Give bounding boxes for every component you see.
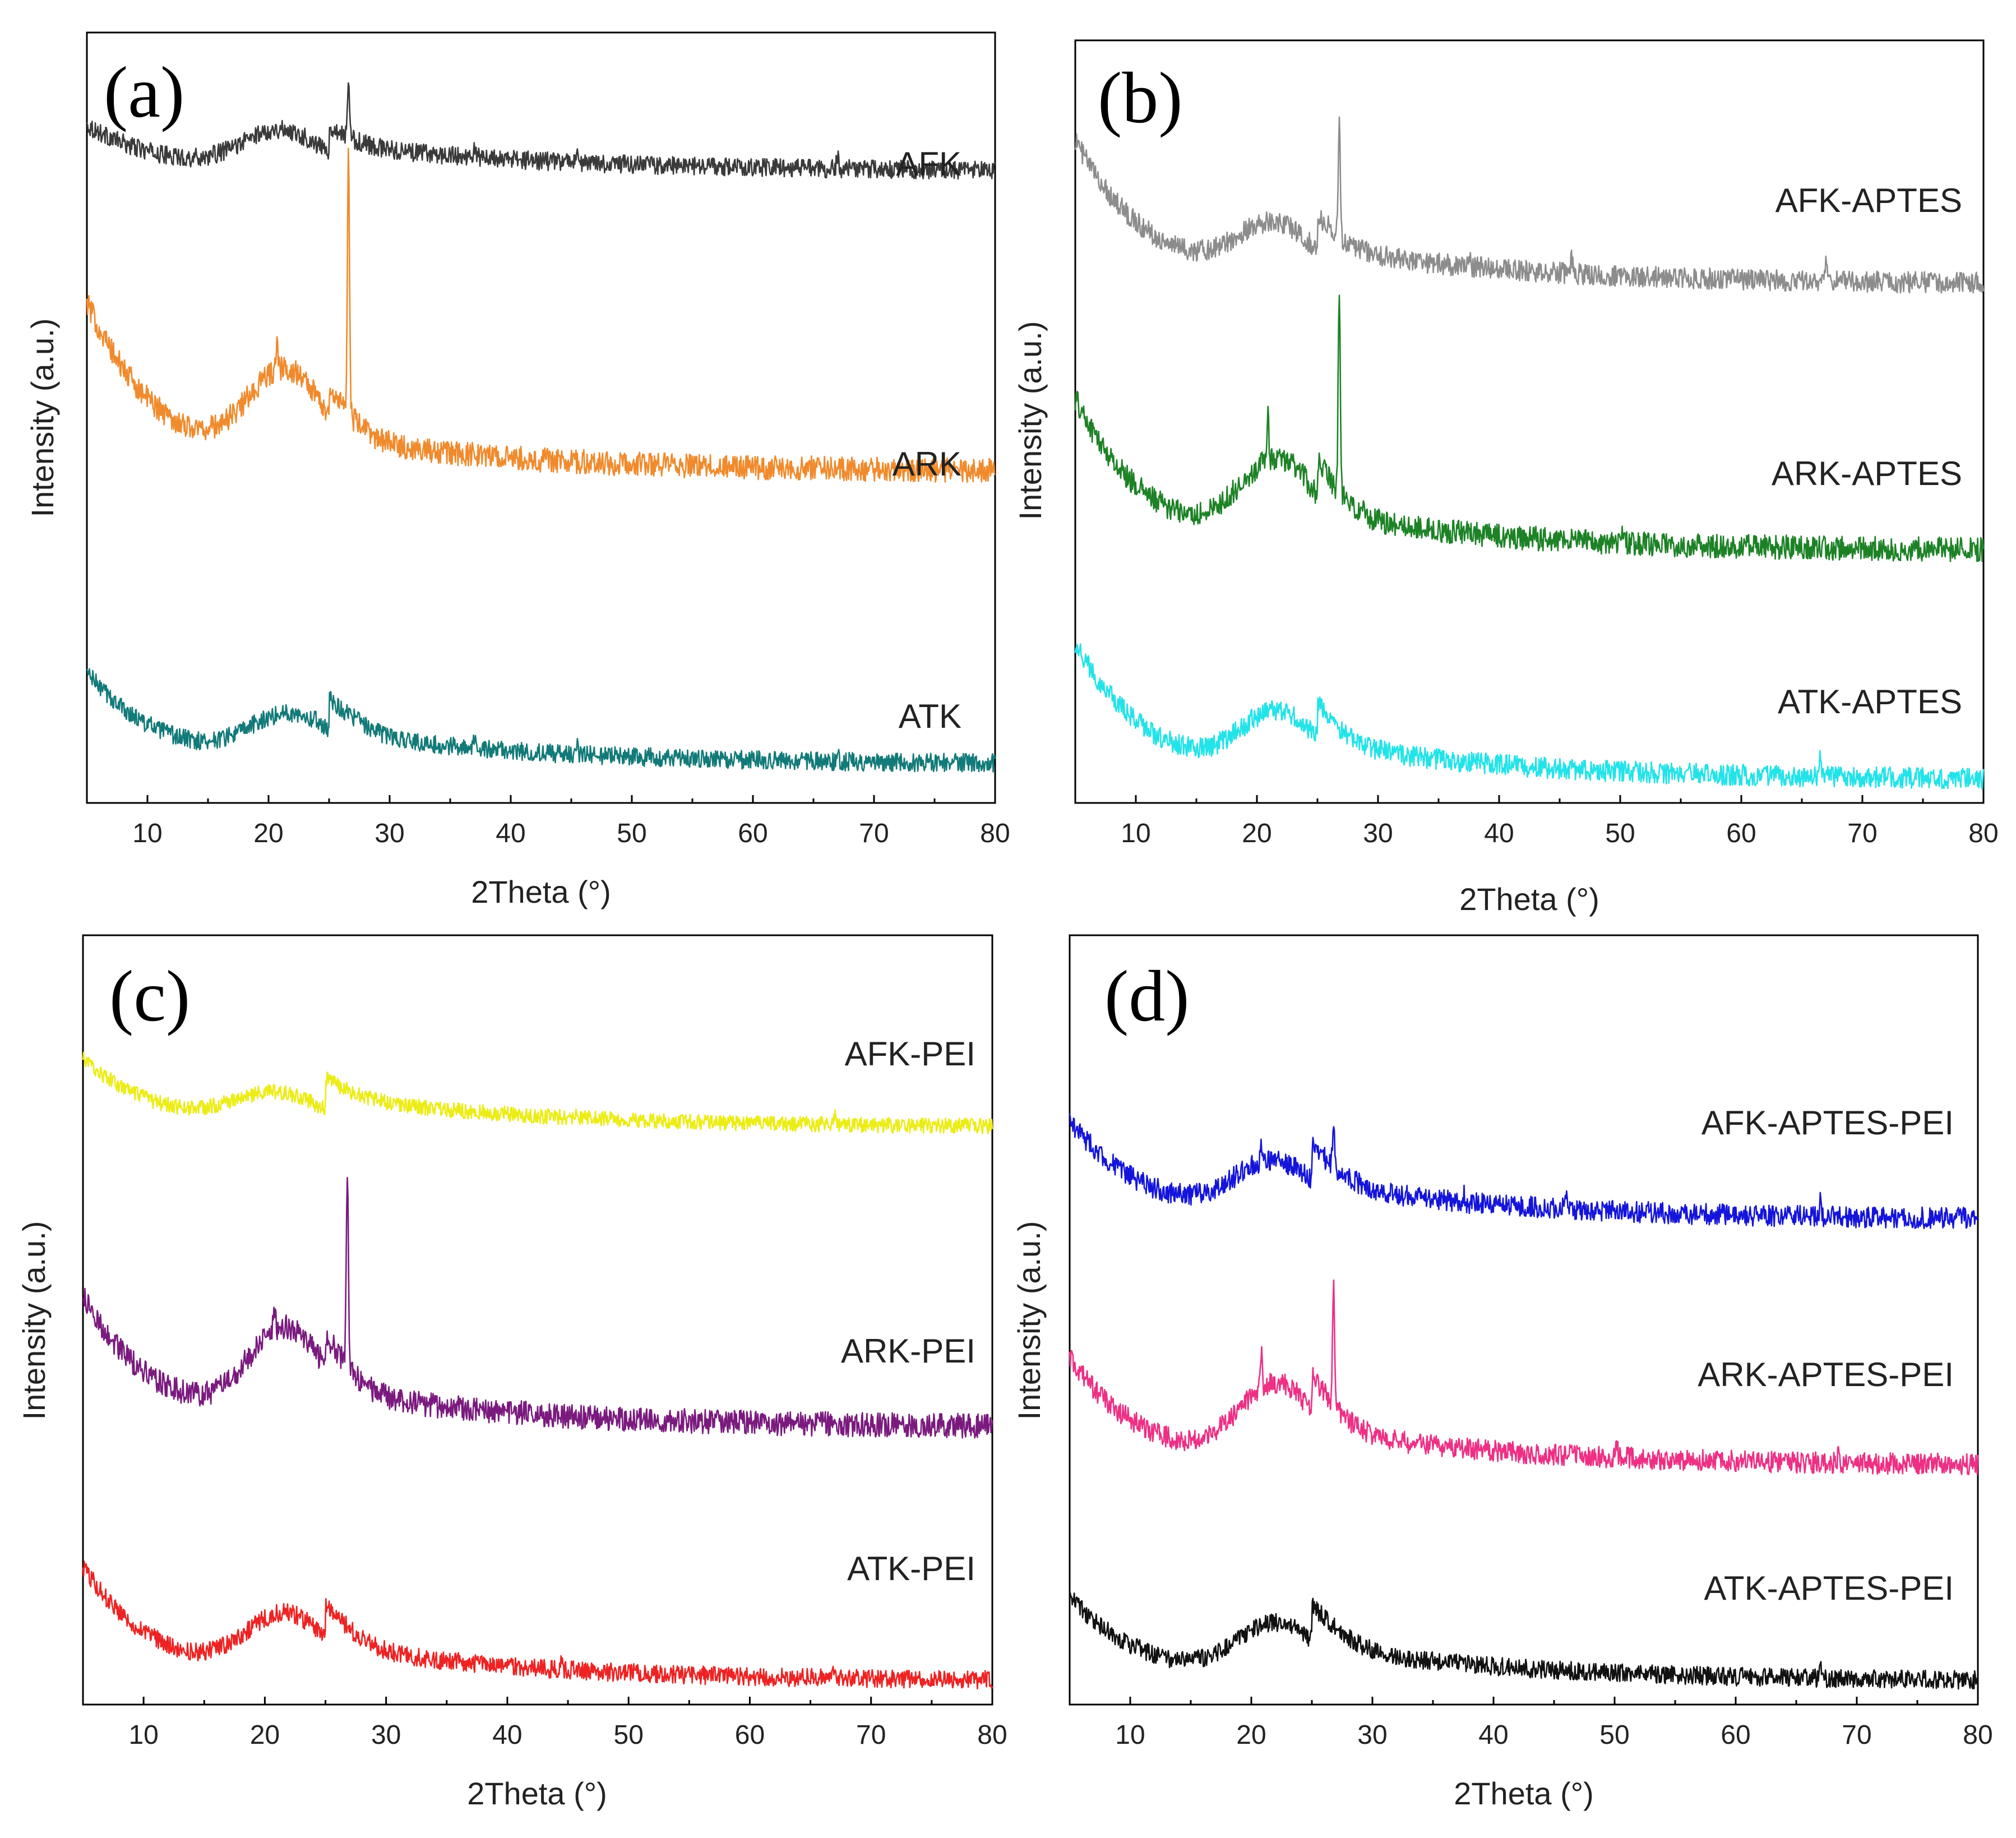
panel-c-label: (c): [109, 956, 190, 1037]
x-tick-label: 50: [1605, 819, 1635, 848]
panel-c-frame: [82, 934, 993, 1706]
series-label-afk-aptes-pei: AFK-APTES-PEI: [1701, 1104, 1954, 1142]
x-tick-label: 40: [1484, 819, 1514, 848]
x-tick-label: 80: [977, 1720, 1007, 1750]
panel-c-legend: AFK-PEI ARK-PEI ATK-PEI: [841, 1035, 975, 1587]
x-tick-label: 80: [1963, 1720, 1992, 1750]
panel-a-frame: [86, 31, 996, 804]
panel-d-label: (d): [1104, 956, 1190, 1037]
series-line-atk-pei: [82, 1560, 993, 1690]
x-tick-label: 70: [1847, 819, 1877, 848]
panel-b-frame: [1074, 39, 1985, 804]
x-tick-label: 50: [614, 1720, 644, 1750]
series-line-atk: [86, 668, 996, 773]
x-tick-label: 50: [617, 819, 646, 848]
panel-a-xlabel: 2Theta (°): [471, 874, 611, 909]
x-tick-label: 60: [1726, 819, 1756, 848]
panel-c-traces: [82, 1051, 993, 1690]
x-tick-label: 10: [128, 1720, 158, 1750]
panel-b-xlabel: 2Theta (°): [1459, 881, 1599, 917]
x-tick-label: 40: [492, 1720, 522, 1750]
series-line-afk-aptes: [1074, 116, 1985, 294]
panel-d-ylabel: Intensity (a.u.): [1011, 1221, 1047, 1420]
x-tick-label: 60: [1721, 1720, 1750, 1750]
series-label-atk: ATK: [899, 698, 961, 735]
series-label-atk-aptes-pei: ATK-APTES-PEI: [1704, 1569, 1954, 1607]
series-label-ark-aptes-pei: ARK-APTES-PEI: [1698, 1356, 1954, 1393]
panel-a-traces: [86, 82, 996, 773]
panel-a-ticks: 10 20 30 40 50 60 70 80: [86, 795, 1010, 848]
panel-c-ticks: 10 20 30 40 50 60 70 80: [82, 1697, 1007, 1750]
x-tick-label: 60: [738, 819, 767, 848]
panel-d-traces: [1069, 1113, 1979, 1690]
series-line-ark-aptes: [1074, 294, 1985, 562]
x-tick-label: 30: [374, 819, 404, 848]
series-line-ark-aptes-pei: [1069, 1279, 1979, 1475]
panel-c: (c) 2Theta (°) Intensity (a.u.) 10 20 30 40…: [16, 934, 1007, 1811]
series-label-afk-aptes: AFK-APTES: [1775, 182, 1962, 219]
panel-b-legend: AFK-APTES ARK-APTES ATK-APTES: [1772, 182, 1962, 721]
series-line-atk-aptes: [1074, 643, 1985, 790]
panel-d: (d) 2Theta (°) Intensity (a.u.) 10 20 30 40…: [1011, 934, 1993, 1811]
panel-a-ylabel: Intensity (a.u.): [25, 318, 60, 518]
x-tick-label: 70: [1842, 1720, 1871, 1750]
series-label-atk-pei: ATK-PEI: [847, 1550, 975, 1587]
x-tick-label: 10: [1121, 819, 1150, 848]
series-line-atk-aptes-pei: [1069, 1591, 1979, 1690]
series-line-afk-aptes-pei: [1069, 1113, 1978, 1230]
series-line-ark: [86, 147, 996, 483]
series-line-afk-pei: [82, 1051, 993, 1135]
panel-a-label: (a): [104, 52, 184, 133]
series-label-atk-aptes: ATK-APTES: [1778, 683, 1962, 721]
panel-b-ylabel: Intensity (a.u.): [1012, 321, 1048, 520]
series-label-afk: AFK: [896, 145, 961, 183]
x-tick-label: 20: [1242, 819, 1271, 848]
x-tick-label: 40: [1478, 1720, 1508, 1750]
panel-d-frame: [1069, 934, 1979, 1706]
panel-c-xlabel: 2Theta (°): [467, 1776, 607, 1811]
panel-b: (b) 2Theta (°) Intensity (a.u.) 10 20 30 40…: [1012, 39, 1999, 917]
x-tick-label: 40: [496, 819, 525, 848]
series-label-ark: ARK: [893, 445, 961, 483]
panel-a: (a) 2Theta (°) Intensity (a.u.) 10 20 30 40…: [25, 31, 1010, 909]
series-line-afk: [86, 82, 996, 180]
x-tick-label: 20: [253, 819, 283, 848]
series-label-ark-pei: ARK-PEI: [841, 1332, 975, 1370]
x-tick-label: 80: [1968, 819, 1998, 848]
x-tick-label: 10: [132, 819, 162, 848]
x-tick-label: 30: [1357, 1720, 1387, 1750]
panel-d-legend: AFK-APTES-PEI ARK-APTES-PEI ATK-APTES-PEI: [1698, 1104, 1954, 1607]
panel-b-label: (b): [1098, 58, 1183, 138]
x-tick-label: 70: [859, 819, 889, 848]
x-tick-label: 20: [250, 1720, 280, 1750]
x-tick-label: 70: [856, 1720, 886, 1750]
x-tick-label: 20: [1236, 1720, 1266, 1750]
panel-c-ylabel: Intensity (a.u.): [16, 1221, 52, 1420]
panel-a-legend: AFK ARK ATK: [893, 145, 961, 735]
series-label-afk-pei: AFK-PEI: [845, 1035, 975, 1073]
series-line-ark-pei: [82, 1177, 993, 1439]
panel-b-traces: [1074, 116, 1985, 790]
series-label-ark-aptes: ARK-APTES: [1772, 455, 1962, 492]
x-tick-label: 30: [1363, 819, 1393, 848]
x-tick-label: 10: [1115, 1720, 1145, 1750]
panel-b-ticks: 10 20 30 40 50 60 70 80: [1074, 795, 1999, 848]
panel-d-xlabel: 2Theta (°): [1454, 1776, 1594, 1811]
x-tick-label: 60: [735, 1720, 765, 1750]
x-tick-label: 80: [980, 819, 1010, 848]
panel-d-ticks: 10 20 30 40 50 60 70 80: [1069, 1697, 1993, 1750]
x-tick-label: 30: [371, 1720, 401, 1750]
x-tick-label: 50: [1599, 1720, 1629, 1750]
